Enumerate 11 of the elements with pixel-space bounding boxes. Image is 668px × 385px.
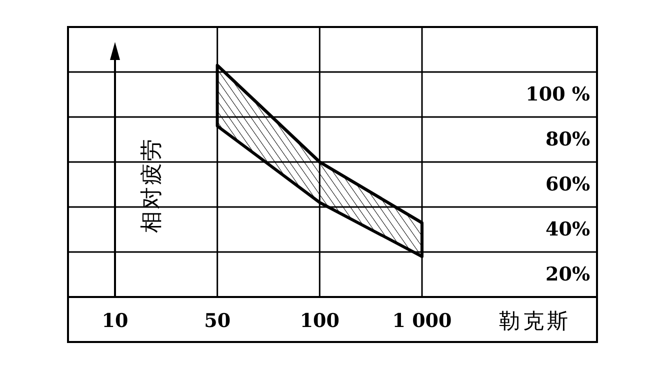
x-tick-label: 1 000 — [392, 310, 452, 332]
y-axis-title: 相对疲劳 — [140, 137, 164, 233]
y-tick-label: 60% — [546, 174, 590, 196]
x-tick-label: 10 — [102, 310, 128, 332]
x-tick-label: 100 — [300, 310, 340, 332]
y-tick-label: 80% — [546, 128, 590, 150]
y-tick-label: 40% — [546, 218, 590, 240]
y-tick-label: 20% — [546, 264, 590, 286]
y-tick-label: 100 % — [526, 84, 590, 106]
x-tick-label: 50 — [204, 310, 231, 332]
x-axis-title: 勒克斯 — [499, 309, 571, 333]
